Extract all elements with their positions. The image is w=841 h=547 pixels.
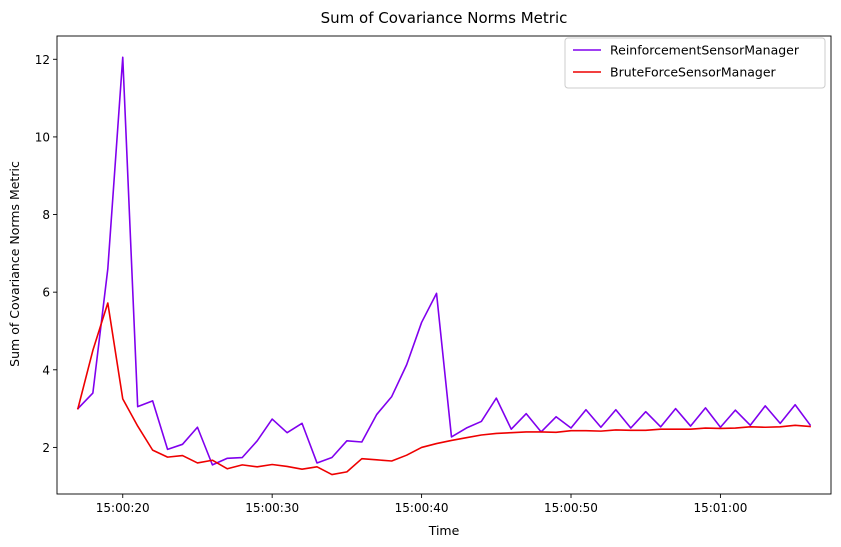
chart-title: Sum of Covariance Norms Metric	[321, 9, 568, 27]
legend-box	[564, 37, 826, 89]
y-tick-label: 10	[35, 130, 50, 144]
x-tick-label: 15:00:30	[245, 501, 299, 515]
y-axis-label: Sum of Covariance Norms Metric	[7, 161, 22, 367]
x-axis-label: Time	[428, 523, 460, 538]
plot-area: 2 4 6 8 10 12 15:00:20 15:00:30 15:00:40 15:00:50…	[35, 35, 832, 515]
series-line-1	[76, 56, 812, 466]
y-tick-label: 6	[42, 286, 50, 300]
y-tick-label: 2	[42, 441, 50, 455]
legend: ReinforcementSensorManager BruteForceSens…	[564, 37, 826, 89]
x-tick-label: 15:01:00	[693, 501, 747, 515]
y-tick-label: 4	[42, 363, 50, 377]
series-line-2	[76, 302, 811, 476]
x-tick-label: 15:00:20	[96, 501, 150, 515]
axes-frame	[56, 35, 832, 495]
y-tick-label: 8	[42, 208, 50, 222]
y-tick-label: 12	[35, 53, 50, 67]
legend-label-1: ReinforcementSensorManager	[610, 43, 800, 58]
x-tick-label: 15:00:40	[395, 501, 449, 515]
x-tick-label: 15:00:50	[544, 501, 598, 515]
legend-label-2: BruteForceSensorManager	[610, 65, 777, 80]
